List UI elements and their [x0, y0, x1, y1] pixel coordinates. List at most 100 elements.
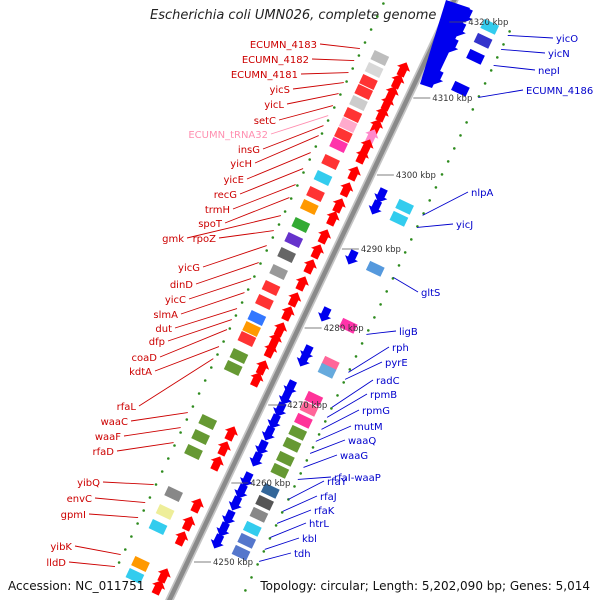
leader-line [366, 330, 397, 335]
scale-label: 4310 kbp [432, 94, 472, 104]
minus-strand-arrow [332, 198, 346, 214]
cog-box [242, 321, 261, 337]
minus-strand-arrow [151, 580, 165, 596]
leader-line [186, 215, 282, 239]
cog-box [288, 424, 308, 441]
cog-box [466, 48, 485, 65]
leader-line [74, 545, 121, 556]
minus-strand-arrow [380, 96, 394, 112]
cog-box [291, 217, 311, 233]
tick-mark [508, 30, 511, 33]
tick-mark [274, 524, 278, 527]
leader-line [188, 278, 252, 300]
leader-line [232, 184, 296, 210]
tick-mark [185, 418, 189, 421]
tick-mark [246, 288, 250, 291]
leader-line [254, 135, 319, 164]
tick-mark [410, 238, 413, 241]
right-gene-label-pyre: pyrE [385, 358, 408, 369]
cog-box [237, 532, 257, 549]
right-gene-label-rpmg: rpmG [362, 406, 390, 417]
plus-strand-arrow [216, 521, 230, 537]
leader-line [246, 152, 311, 180]
cog-box [364, 62, 384, 78]
tick-mark [483, 82, 487, 85]
tick-mark [216, 353, 219, 356]
left-gene-label-gmk: gmk [162, 234, 184, 245]
minus-strand-arrow [224, 426, 238, 442]
plus-strand-arrow [249, 451, 263, 467]
cog-box [184, 444, 203, 460]
right-gene-label-rpmb: rpmB [370, 390, 397, 401]
minus-strand-arrow [210, 456, 224, 472]
leader-line [321, 409, 360, 430]
backbone-core [167, 0, 457, 600]
plus-strand-arrow [234, 483, 248, 499]
leader-line [303, 454, 338, 468]
leader-line [239, 168, 304, 195]
plus-strand-arrow [222, 509, 236, 525]
left-gene-label-rfad: rfaD [93, 447, 115, 458]
cog-box [242, 520, 262, 537]
left-gene-label-ecumn_trna32: ECUMN_tRNA32 [188, 130, 268, 141]
cog-box [389, 210, 409, 227]
tick-mark [453, 147, 456, 150]
leader-line [493, 64, 536, 71]
tick-mark [154, 483, 158, 486]
leader-line [331, 379, 374, 408]
leader-line [68, 561, 116, 568]
minus-strand-arrow [190, 498, 204, 514]
left-gene-label-ecumn_4182: ECUMN_4182 [242, 55, 309, 66]
left-gene-label-yicl: yicL [264, 100, 284, 111]
tick-mark [179, 431, 182, 434]
right-gene-label-htrl: htrL [309, 519, 329, 530]
tick-mark [345, 80, 348, 83]
tick-mark [191, 405, 195, 408]
leader-line [309, 439, 346, 454]
leader-line [507, 34, 554, 39]
scale-label: 4260 kbp [250, 479, 290, 489]
cog-box [338, 117, 358, 133]
leader-line [174, 308, 238, 329]
plus-strand-arrow [374, 187, 388, 203]
cog-box [365, 260, 385, 277]
cog-box [329, 137, 348, 153]
cog-box [284, 232, 304, 248]
cog-box [191, 429, 210, 445]
cog-box [260, 482, 280, 499]
cog-box [131, 556, 150, 572]
cog-box [480, 18, 500, 35]
minus-strand-arrow [273, 322, 287, 338]
cog-box [395, 198, 414, 215]
minus-strand-arrow [250, 372, 264, 388]
tick-mark [367, 329, 370, 332]
scale-label: 4300 kbp [396, 171, 436, 181]
left-gene-label-yicg: yicG [178, 263, 200, 274]
tick-mark [136, 522, 139, 525]
tick-mark [244, 589, 247, 592]
scale-label: 4280 kbp [324, 324, 364, 334]
left-gene-label-dfp: dfp [149, 337, 165, 348]
tick-mark [130, 535, 133, 538]
minus-strand-arrow [281, 306, 295, 322]
left-gene-label-gpmi: gpmI [61, 510, 86, 521]
leader-line [300, 72, 349, 75]
tick-mark [305, 459, 309, 462]
scale-label: 4290 kbp [361, 245, 401, 255]
tick-mark [363, 41, 367, 44]
right-gene-label-mutm: mutM [354, 422, 383, 433]
cog-box [317, 362, 337, 379]
tick-mark [173, 444, 176, 447]
left-gene-label-dut: dut [155, 324, 172, 335]
leader-line [311, 58, 355, 62]
cog-box [320, 355, 340, 372]
left-gene-label-kdta: kdtA [129, 367, 152, 378]
leader-line [319, 43, 360, 50]
right-gene-label-rfaj: rfaJ [320, 492, 337, 503]
cog-box [294, 412, 313, 429]
cog-box [359, 74, 378, 90]
tick-mark [502, 43, 505, 46]
minus-strand-arrow [263, 343, 278, 359]
left-gene-label-spot: spoT [198, 219, 223, 230]
left-gene-label-envc: envC [67, 494, 92, 505]
